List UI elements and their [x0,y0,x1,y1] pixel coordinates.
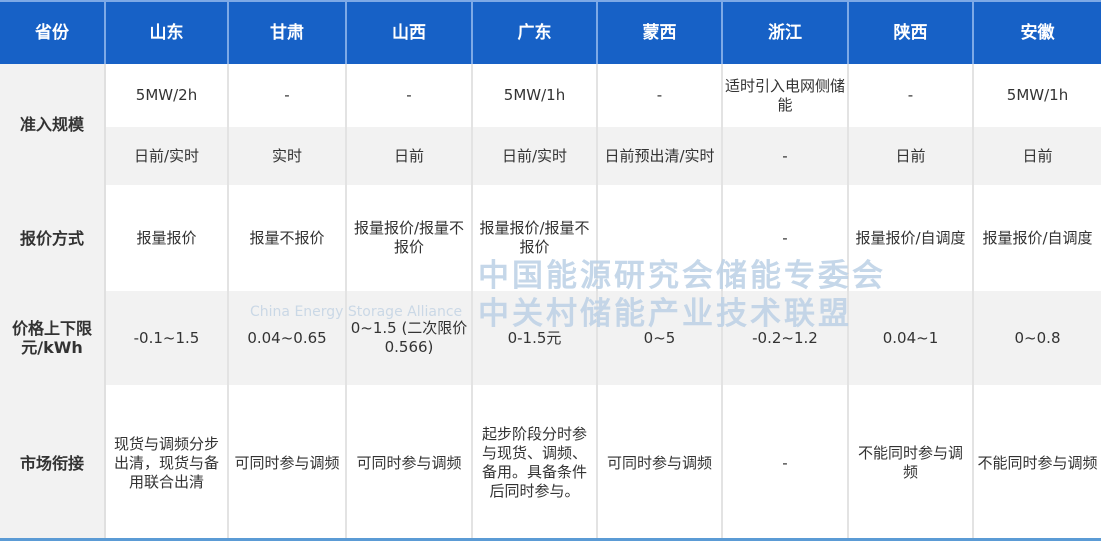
table-cell [596,185,722,291]
table-cell: 0.04~0.65 [227,291,346,385]
table-cell: 报量报价/自调度 [972,185,1101,291]
table-cell: 5MW/1h [471,64,597,127]
table-cell: 可同时参与调频 [227,385,346,541]
table-cell: - [721,185,848,291]
table-row: 准入规模 5MW/2h - -5MW/1h - 适时引入电网侧储能 -5MW/1h [0,64,1101,185]
table-cell: 0~1.5 (二次限价0.566) [345,291,472,385]
header-column: 陕西 [847,0,973,64]
header-column: 广东 [471,0,597,64]
table-cell: 日前 [972,127,1101,185]
table-cell: - [721,385,848,541]
table-cell: - [596,64,722,127]
table-cell: 报量报价/自调度 [847,185,973,291]
table-cell: 可同时参与调频 [596,385,722,541]
header-column: 甘肃 [227,0,346,64]
table-cell: 0~0.8 [972,291,1101,385]
row-label: 价格上下限元/kWh [0,291,106,385]
table-cell: 现货与调频分步出清，现货与备用联合出清 [104,385,228,541]
row-label: 报价方式 [0,185,106,291]
table-cell: -0.1~1.5 [104,291,228,385]
header-row: 省份 山东 甘肃 山西 广东 蒙西 浙江 陕西 安徽 [0,0,1101,64]
header-column: 山东 [104,0,228,64]
header-column: 安徽 [972,0,1101,64]
table-row: 市场衔接 现货与调频分步出清，现货与备用联合出清 可同时参与调频 可同时参与调频 起步阶… [0,385,1101,541]
table-cell: 5MW/2h [104,64,228,127]
table-cell: 0.04~1 [847,291,973,385]
table-cell: -0.2~1.2 [721,291,848,385]
table-cell: 报量报价/报量不报价 [345,185,472,291]
bottom-rule [0,538,1101,541]
table-cell: 报量不报价 [227,185,346,291]
row-label: 准入规模 [0,64,106,185]
table-cell: - [345,64,472,127]
table-cell: - [227,64,346,127]
table-row: 报价方式 报量报价 报量不报价 报量报价/报量不报价 报量报价/报量不报价 - 报量报价/自… [0,185,1101,291]
table-cell: 适时引入电网侧储能 [721,64,848,127]
table-row: 价格上下限元/kWh -0.1~1.5 0.04~0.65 0~1.5 (二次限价0.… [0,291,1101,385]
table-cell: 实时 [227,127,346,185]
table-cell: 不能同时参与调频 [847,385,973,541]
table-cell: 不能同时参与调频 [972,385,1101,541]
table-cell: - [721,127,848,185]
table-cell: 日前 [345,127,472,185]
table-cell: - [847,64,973,127]
table-cell: 日前/实时 [104,127,228,185]
table-cell: 报量报价 [104,185,228,291]
table-cell: 日前预出清/实时 [596,127,722,185]
row-label: 市场衔接 [0,385,106,541]
table-cell: 可同时参与调频 [345,385,472,541]
header-province: 省份 [0,0,105,64]
table-cell: 5MW/1h [972,64,1101,127]
header-column: 蒙西 [596,0,722,64]
header-column: 山西 [345,0,472,64]
table-cell: 日前/实时 [471,127,597,185]
table-cell: 报量报价/报量不报价 [471,185,597,291]
header-column: 浙江 [721,0,848,64]
table-row: 日前/实时 实时 日前 日前/实时 日前预出清/实时 - 日前 日前 [0,127,1101,185]
table-cell: 起步阶段分时参与现货、调频、备用。具备条件后同时参与。 [471,385,597,541]
table-cell: 0~5 [596,291,722,385]
table-cell: 0-1.5元 [471,291,597,385]
table-cell: 日前 [847,127,973,185]
